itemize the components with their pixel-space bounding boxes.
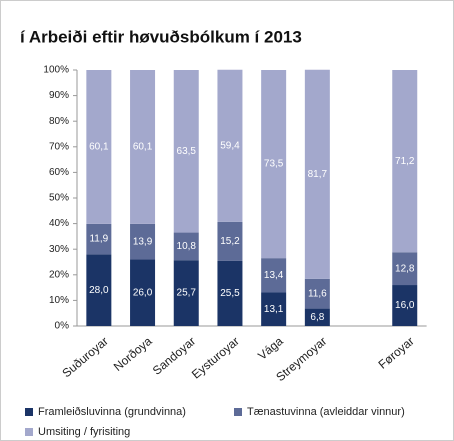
bar-segment (217, 221, 243, 261)
legend-label: Umsiting / fyrisiting (38, 426, 130, 438)
data-label: 25,7 (177, 288, 197, 299)
data-label: 59,4 (220, 140, 240, 151)
bar-segment (130, 70, 156, 224)
bar-segment (130, 259, 156, 326)
legend-label: Tænastuvinna (avleiddar vinnur) (247, 406, 405, 418)
legend-swatch (25, 408, 33, 416)
data-label: 6,8 (310, 312, 324, 323)
data-label: 15,2 (220, 236, 240, 247)
bar-segment (86, 70, 112, 224)
data-label: 28,0 (89, 285, 109, 296)
data-label: 25,5 (220, 288, 240, 299)
bar-segment (261, 292, 287, 326)
data-label: 16,0 (395, 300, 415, 311)
legend-swatch (25, 428, 33, 436)
y-tick-label: 100% (43, 65, 69, 76)
y-tick-label: 70% (49, 141, 69, 152)
data-label: 11,9 (89, 234, 108, 245)
y-tick-label: 50% (49, 193, 69, 204)
data-label: 71,2 (395, 156, 415, 167)
bar-segment (217, 260, 243, 326)
bar-segment (86, 254, 112, 326)
y-tick-label: 20% (49, 269, 69, 280)
y-tick-label: 10% (49, 295, 69, 306)
y-tick-label: 0% (55, 321, 70, 332)
bar-segment (173, 260, 199, 326)
bar-segment (304, 278, 330, 309)
data-label: 63,5 (177, 146, 197, 157)
bar-segment (86, 223, 112, 255)
data-label: 81,7 (308, 169, 328, 180)
data-label: 10,8 (177, 241, 197, 252)
bar-segment (304, 308, 330, 326)
data-label: 13,1 (264, 304, 284, 315)
bar-segment (392, 285, 418, 326)
data-label: 26,0 (133, 287, 153, 298)
y-tick-label: 90% (49, 90, 69, 101)
bar-segment (261, 70, 287, 259)
y-tick-label: 30% (49, 244, 69, 255)
data-label: 13,4 (264, 270, 284, 281)
data-label: 60,1 (89, 142, 109, 153)
chart-title: í Arbeiði eftir høvuðsbólkum í 2013 (20, 27, 302, 46)
data-label: 73,5 (264, 159, 284, 170)
bar-segment (173, 232, 199, 261)
bar-segment (130, 223, 156, 260)
bar-segment (392, 252, 418, 286)
legend-label: Framleiðsluvinna (grundvinna) (38, 406, 186, 418)
data-label: 13,9 (133, 236, 153, 247)
bar-segment (261, 258, 287, 293)
y-tick-label: 80% (49, 116, 69, 127)
legend-swatch (234, 408, 242, 416)
bar-segment (392, 70, 418, 253)
data-label: 11,6 (308, 288, 327, 299)
data-label: 12,8 (395, 263, 415, 274)
data-label: 60,1 (133, 142, 153, 153)
y-tick-label: 60% (49, 167, 69, 178)
bar-segment (217, 69, 243, 222)
bar-segment (304, 69, 330, 279)
bar-segment (173, 70, 199, 233)
y-tick-label: 40% (49, 218, 69, 229)
